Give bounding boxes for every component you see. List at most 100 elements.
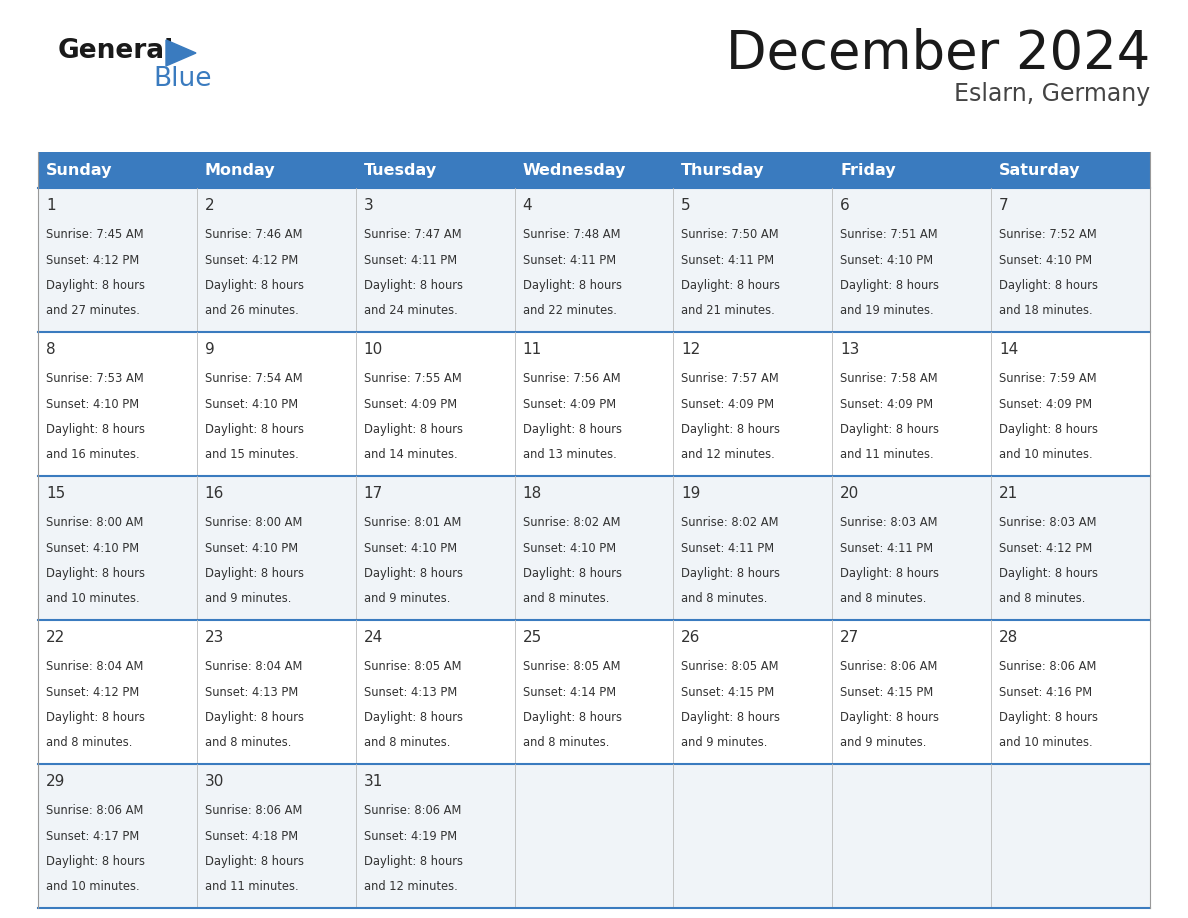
Text: and 8 minutes.: and 8 minutes.: [840, 592, 927, 605]
Text: and 14 minutes.: and 14 minutes.: [364, 448, 457, 461]
Text: Daylight: 8 hours: Daylight: 8 hours: [364, 279, 462, 292]
Text: 27: 27: [840, 630, 859, 645]
Text: Daylight: 8 hours: Daylight: 8 hours: [682, 422, 781, 436]
Text: 9: 9: [204, 342, 215, 357]
Text: 22: 22: [46, 630, 65, 645]
Text: Daylight: 8 hours: Daylight: 8 hours: [840, 422, 940, 436]
Text: and 27 minutes.: and 27 minutes.: [46, 304, 140, 317]
Text: 23: 23: [204, 630, 225, 645]
Bar: [833, 152, 991, 188]
Text: Sunrise: 7:52 AM: Sunrise: 7:52 AM: [999, 229, 1097, 241]
Text: 4: 4: [523, 198, 532, 213]
Text: Sunrise: 7:58 AM: Sunrise: 7:58 AM: [840, 373, 937, 386]
Text: Sunset: 4:09 PM: Sunset: 4:09 PM: [523, 397, 615, 410]
Text: and 26 minutes.: and 26 minutes.: [204, 304, 298, 317]
Text: Sunset: 4:10 PM: Sunset: 4:10 PM: [523, 542, 615, 554]
Text: and 24 minutes.: and 24 minutes.: [364, 304, 457, 317]
Text: Thursday: Thursday: [682, 162, 765, 177]
Text: 25: 25: [523, 630, 542, 645]
Text: and 8 minutes.: and 8 minutes.: [523, 592, 609, 605]
Text: Sunset: 4:11 PM: Sunset: 4:11 PM: [840, 542, 934, 554]
Text: Sunset: 4:10 PM: Sunset: 4:10 PM: [364, 542, 456, 554]
Text: 14: 14: [999, 342, 1018, 357]
Text: and 22 minutes.: and 22 minutes.: [523, 304, 617, 317]
Text: Daylight: 8 hours: Daylight: 8 hours: [840, 279, 940, 292]
Text: Sunset: 4:10 PM: Sunset: 4:10 PM: [999, 253, 1092, 266]
Text: Sunrise: 7:53 AM: Sunrise: 7:53 AM: [46, 373, 144, 386]
Text: Daylight: 8 hours: Daylight: 8 hours: [523, 279, 621, 292]
Text: Daylight: 8 hours: Daylight: 8 hours: [364, 855, 462, 868]
Text: Daylight: 8 hours: Daylight: 8 hours: [204, 711, 304, 723]
Text: Sunset: 4:11 PM: Sunset: 4:11 PM: [364, 253, 456, 266]
Bar: [38, 188, 1150, 332]
Text: 16: 16: [204, 486, 225, 501]
Text: 20: 20: [840, 486, 859, 501]
Text: Sunset: 4:19 PM: Sunset: 4:19 PM: [364, 830, 456, 843]
Text: Sunrise: 7:46 AM: Sunrise: 7:46 AM: [204, 229, 302, 241]
Text: and 18 minutes.: and 18 minutes.: [999, 304, 1093, 317]
Text: Blue: Blue: [153, 66, 211, 92]
Text: 15: 15: [46, 486, 65, 501]
Text: Eslarn, Germany: Eslarn, Germany: [954, 82, 1150, 106]
Text: and 13 minutes.: and 13 minutes.: [523, 448, 617, 461]
Text: Sunset: 4:14 PM: Sunset: 4:14 PM: [523, 686, 615, 699]
Text: 10: 10: [364, 342, 383, 357]
Text: and 8 minutes.: and 8 minutes.: [364, 736, 450, 749]
Text: and 16 minutes.: and 16 minutes.: [46, 448, 139, 461]
Text: and 12 minutes.: and 12 minutes.: [364, 880, 457, 893]
Bar: [197, 152, 355, 188]
Text: Sunset: 4:10 PM: Sunset: 4:10 PM: [46, 542, 139, 554]
Text: and 8 minutes.: and 8 minutes.: [523, 736, 609, 749]
Text: Sunset: 4:13 PM: Sunset: 4:13 PM: [364, 686, 457, 699]
Text: and 9 minutes.: and 9 minutes.: [204, 592, 291, 605]
Text: and 9 minutes.: and 9 minutes.: [840, 736, 927, 749]
Text: and 10 minutes.: and 10 minutes.: [999, 736, 1093, 749]
Text: Daylight: 8 hours: Daylight: 8 hours: [204, 566, 304, 580]
Text: Sunrise: 8:05 AM: Sunrise: 8:05 AM: [682, 660, 779, 673]
Text: Daylight: 8 hours: Daylight: 8 hours: [840, 566, 940, 580]
Text: Sunrise: 8:06 AM: Sunrise: 8:06 AM: [364, 804, 461, 817]
Polygon shape: [166, 40, 196, 66]
Text: Daylight: 8 hours: Daylight: 8 hours: [840, 711, 940, 723]
Text: 8: 8: [46, 342, 56, 357]
Text: 12: 12: [682, 342, 701, 357]
Text: Daylight: 8 hours: Daylight: 8 hours: [682, 279, 781, 292]
Text: Daylight: 8 hours: Daylight: 8 hours: [682, 566, 781, 580]
Text: Sunset: 4:10 PM: Sunset: 4:10 PM: [840, 253, 934, 266]
Text: Sunrise: 8:06 AM: Sunrise: 8:06 AM: [840, 660, 937, 673]
Text: Sunrise: 7:57 AM: Sunrise: 7:57 AM: [682, 373, 779, 386]
Text: 31: 31: [364, 774, 383, 789]
Text: Daylight: 8 hours: Daylight: 8 hours: [204, 422, 304, 436]
Text: Sunrise: 7:48 AM: Sunrise: 7:48 AM: [523, 229, 620, 241]
Text: Sunrise: 8:06 AM: Sunrise: 8:06 AM: [46, 804, 144, 817]
Text: Sunrise: 8:03 AM: Sunrise: 8:03 AM: [999, 516, 1097, 530]
Bar: [38, 332, 1150, 476]
Text: Sunrise: 7:55 AM: Sunrise: 7:55 AM: [364, 373, 461, 386]
Text: Sunrise: 8:02 AM: Sunrise: 8:02 AM: [523, 516, 620, 530]
Text: Sunset: 4:11 PM: Sunset: 4:11 PM: [682, 542, 775, 554]
Text: Daylight: 8 hours: Daylight: 8 hours: [523, 566, 621, 580]
Text: and 10 minutes.: and 10 minutes.: [46, 880, 139, 893]
Text: Sunset: 4:10 PM: Sunset: 4:10 PM: [46, 397, 139, 410]
Text: Tuesday: Tuesday: [364, 162, 437, 177]
Text: Sunset: 4:09 PM: Sunset: 4:09 PM: [682, 397, 775, 410]
Text: Sunrise: 7:45 AM: Sunrise: 7:45 AM: [46, 229, 144, 241]
Text: Daylight: 8 hours: Daylight: 8 hours: [364, 566, 462, 580]
Bar: [38, 476, 1150, 620]
Bar: [991, 152, 1150, 188]
Text: 28: 28: [999, 630, 1018, 645]
Text: 29: 29: [46, 774, 65, 789]
Text: Friday: Friday: [840, 162, 896, 177]
Text: Sunrise: 8:05 AM: Sunrise: 8:05 AM: [364, 660, 461, 673]
Text: and 19 minutes.: and 19 minutes.: [840, 304, 934, 317]
Text: Daylight: 8 hours: Daylight: 8 hours: [204, 279, 304, 292]
Text: Sunset: 4:09 PM: Sunset: 4:09 PM: [364, 397, 456, 410]
Text: 3: 3: [364, 198, 373, 213]
Text: Sunrise: 8:02 AM: Sunrise: 8:02 AM: [682, 516, 779, 530]
Text: and 11 minutes.: and 11 minutes.: [840, 448, 934, 461]
Text: 7: 7: [999, 198, 1009, 213]
Text: Sunset: 4:17 PM: Sunset: 4:17 PM: [46, 830, 139, 843]
Text: 26: 26: [682, 630, 701, 645]
Text: Sunset: 4:12 PM: Sunset: 4:12 PM: [999, 542, 1092, 554]
Text: Monday: Monday: [204, 162, 276, 177]
